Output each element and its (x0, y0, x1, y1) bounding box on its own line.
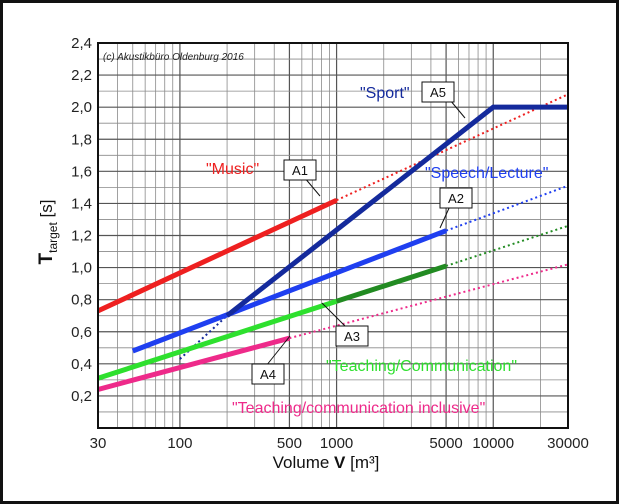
series-label-teaching-inclusive: "Teaching/communication inclusive" (232, 400, 485, 417)
x-tick-label: 10000 (472, 435, 514, 452)
series-a2-extension (445, 184, 569, 232)
y-tick-label: 0,2 (71, 388, 92, 405)
series-lines (96, 104, 568, 392)
y-tick-label: 0,4 (71, 356, 92, 373)
plot-area-border (97, 42, 569, 429)
code-label-a3: A3 (344, 329, 360, 344)
y-tick-label: 1,0 (71, 260, 92, 277)
series-a2-line (131, 228, 447, 354)
y-tick-label: 1,4 (71, 195, 92, 212)
code-label-a1: A1 (292, 163, 308, 178)
dotted-extensions (179, 93, 569, 360)
series-a4-extension (289, 263, 569, 340)
code-label-a2: A2 (448, 191, 464, 206)
y-tick-label: 2,0 (71, 99, 92, 116)
copyright-note: (c) Akustikbüro Oldenburg 2016 (103, 52, 244, 63)
series-a3-line (97, 298, 338, 381)
x-axis-title-suffix: [m³] (345, 453, 379, 472)
y-tick-label: 1,2 (71, 228, 92, 245)
y-axis-title-suffix: [s] (37, 200, 56, 223)
y-tick-label: 1,8 (71, 131, 92, 148)
series-a5-line (225, 104, 568, 318)
y-tick-label: 1,6 (71, 163, 92, 180)
series-a3-extension (445, 224, 569, 267)
series-label-teaching: "Teaching/Communication" (326, 358, 517, 375)
x-axis-title-prefix: Volume (273, 453, 334, 472)
x-tick-label: 1000 (320, 435, 353, 452)
series-a4-line (97, 335, 291, 392)
code-box-a2: A2 (439, 187, 473, 229)
code-box-a1: A1 (283, 159, 321, 197)
code-label-a4: A4 (260, 367, 276, 382)
x-tick-label: 500 (277, 435, 302, 452)
code-label-a5: A5 (430, 85, 446, 100)
x-tick-label: 5000 (429, 435, 462, 452)
tick-labels: 30 100 500 1000 5000 10000 30000 0,2 0,4 0,6 0,8 1,… (71, 35, 589, 452)
y-tick-label: 0,6 (71, 324, 92, 341)
code-box-a3: A3 (321, 302, 369, 347)
series-label-speech: "Speech/Lecture" (425, 165, 548, 182)
x-tick-label: 30000 (547, 435, 589, 452)
y-axis-title-sub: target (46, 222, 60, 253)
series-a1-line (96, 197, 338, 314)
series-label-sport: "Sport" (360, 85, 410, 102)
x-tick-label: 100 (167, 435, 192, 452)
code-box-a5: A5 (421, 81, 466, 119)
y-tick-label: 2,4 (71, 35, 92, 52)
x-axis-title: Volume V [m³] (273, 453, 380, 472)
y-tick-label: 0,8 (71, 292, 92, 309)
series-a1-extension (336, 93, 569, 202)
x-axis-title-bold: V (334, 453, 346, 472)
y-tick-label: 2,2 (71, 67, 92, 84)
series-label-music: "Music" (206, 161, 259, 178)
x-tick-label: 30 (90, 435, 107, 452)
y-axis-title: Ttarget [s] (36, 200, 60, 265)
series-a3-line-segment2 (335, 263, 447, 304)
code-box-a4: A4 (251, 335, 291, 385)
y-axis-title-main: T (36, 252, 57, 264)
